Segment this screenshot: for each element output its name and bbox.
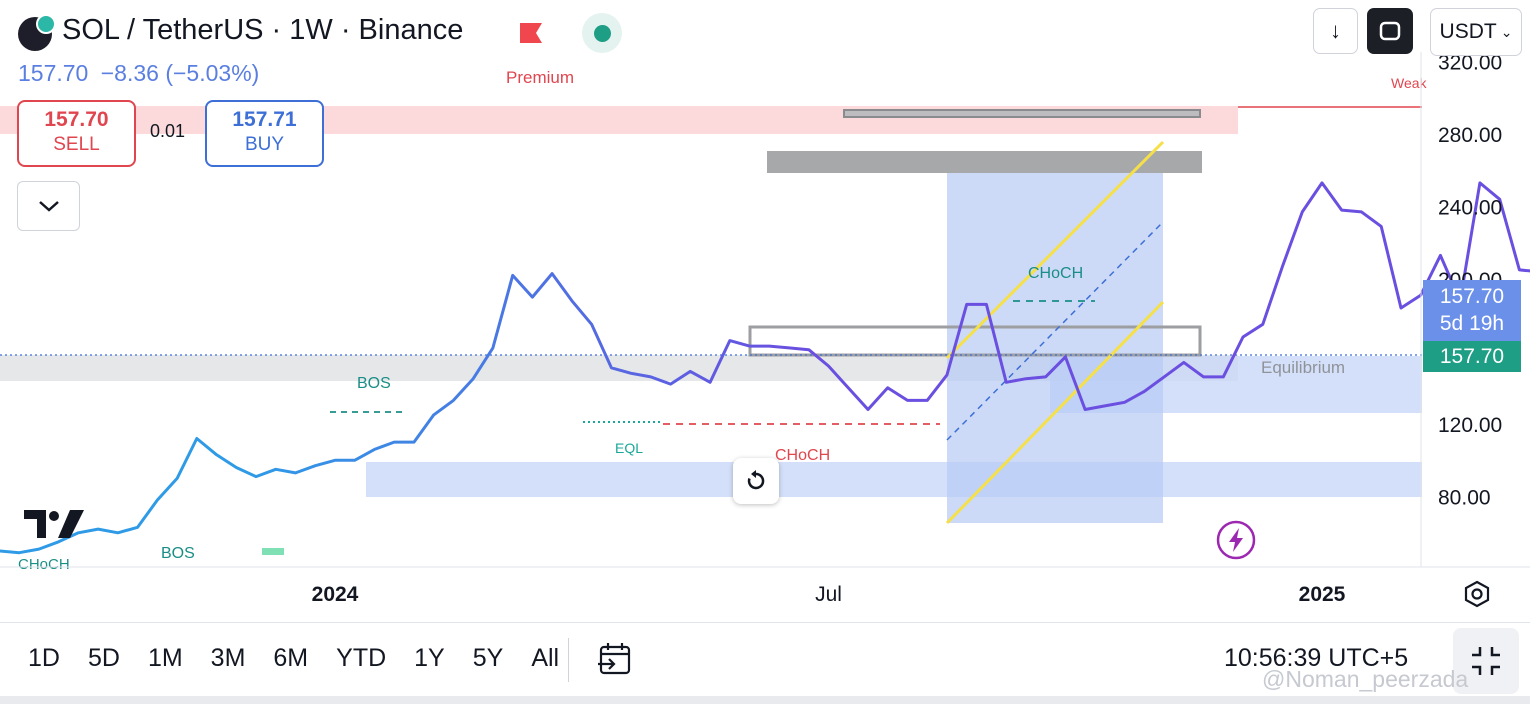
annotation-weak: Weak (1391, 75, 1428, 91)
range-3m[interactable]: 3M (210, 644, 246, 672)
last-price-tag: 157.70 5d 19h (1423, 280, 1521, 343)
channel-lower-line (945, 300, 1165, 525)
bar-countdown: 5d 19h (1439, 312, 1505, 335)
chevron-down-icon (38, 201, 59, 212)
range-1y[interactable]: 1Y (414, 644, 445, 672)
range-ytd[interactable]: YTD (336, 644, 387, 672)
lightning-icon[interactable] (1216, 520, 1256, 560)
last-price: 157.70 (18, 60, 89, 86)
supply-block-top (843, 109, 1201, 118)
range-1d[interactable]: 1D (28, 644, 60, 672)
annotation-choch-teal: CHoCH (1028, 265, 1083, 282)
arrow-down-icon: ↓ (1330, 18, 1341, 43)
range-1m[interactable]: 1M (147, 644, 183, 672)
range-all[interactable]: All (531, 644, 560, 672)
bottom-strip (0, 696, 1530, 704)
annotation-choch-left: CHoCH (18, 556, 70, 573)
currency-select[interactable]: USDT ⌄ (1430, 8, 1522, 56)
spread-value: 0.01 (150, 121, 186, 141)
currency-value: USDT (1439, 20, 1497, 43)
annotation-bos-lower: BOS (161, 545, 195, 562)
bos-marker (262, 548, 284, 555)
chart-overlays: BOS BOS EQL CHoCH CHoCH CHoCH Equilibrium Weak (0, 75, 1428, 573)
toolbar-divider (568, 638, 569, 682)
chart-zones (0, 106, 1422, 523)
bottom-toolbar (0, 622, 1530, 697)
annotation-bos-upper: BOS (357, 375, 391, 392)
price-series-line (0, 181, 1530, 555)
collapse-toolbar-button[interactable] (17, 181, 80, 231)
y-tick-label: 80.00 (1438, 487, 1491, 510)
premium-flag-icon[interactable] (518, 21, 544, 45)
demand-zone-lower (366, 462, 1422, 497)
download-button[interactable]: ↓ (1313, 8, 1358, 54)
annotation-choch-red: CHoCH (775, 447, 830, 464)
range-selector: 1D 5D 1M 3M 6M YTD 1Y 5Y All (28, 644, 587, 673)
symbol-title[interactable]: SOL / TetherUS · 1W · Binance (62, 14, 464, 46)
channel-mid-line (946, 221, 1164, 441)
frame-icon (1379, 21, 1401, 41)
range-5d[interactable]: 5D (87, 644, 120, 672)
settings-gear-icon[interactable] (1462, 579, 1492, 609)
chart-axes: 320.00280.00240.00200.00120.0080.00Jul20… (0, 52, 1530, 606)
y-tick-label: 280.00 (1438, 124, 1502, 147)
price-line-tag: 157.70 (1423, 341, 1521, 372)
utc-clock[interactable]: 10:56:39 UTC+5 (1224, 644, 1409, 672)
go-to-date-icon[interactable] (596, 640, 634, 678)
price-change: −8.36 (−5.03%) (100, 60, 260, 86)
symbol-badge-icon (36, 14, 56, 34)
supply-block-upper (767, 151, 1202, 173)
y-tick-label: 240.00 (1438, 197, 1502, 220)
buy-label: BUY (244, 134, 285, 155)
annotation-eql: EQL (615, 440, 643, 456)
collapse-fullscreen-icon (1472, 647, 1500, 675)
premium-label[interactable]: Premium (506, 68, 575, 87)
range-6m[interactable]: 6M (273, 644, 309, 672)
sell-price: 157.70 (44, 108, 109, 131)
buy-button[interactable]: 157.71 BUY (205, 100, 324, 167)
range-5y[interactable]: 5Y (472, 644, 504, 672)
channel-upper-line (945, 140, 1165, 360)
watermark-text: @Noman_peerzada (1262, 666, 1469, 692)
sell-label: SELL (53, 134, 100, 155)
channel-fill (947, 163, 1163, 523)
rotate-icon (747, 470, 765, 490)
fullscreen-button[interactable] (1453, 628, 1519, 694)
chevron-down-icon: ⌄ (1500, 23, 1513, 40)
annotation-equilibrium: Equilibrium (1261, 358, 1345, 377)
y-tick-label: 320.00 (1438, 52, 1502, 75)
reset-chart-button[interactable] (733, 458, 779, 504)
x-tick-label: 2024 (312, 583, 359, 606)
market-open-dot-icon (594, 25, 611, 42)
last-price-tag-value: 157.70 (1439, 285, 1505, 308)
buy-price: 157.71 (232, 108, 297, 131)
tradingview-logo-icon (24, 510, 84, 538)
x-tick-label: 2025 (1299, 583, 1346, 606)
sell-button[interactable]: 157.70 SELL (17, 100, 136, 167)
y-tick-label: 120.00 (1438, 414, 1502, 437)
fit-screen-button[interactable] (1367, 8, 1413, 54)
quote-line: 157.70 −8.36 (−5.03%) (18, 60, 259, 87)
x-tick-label: Jul (815, 583, 842, 606)
